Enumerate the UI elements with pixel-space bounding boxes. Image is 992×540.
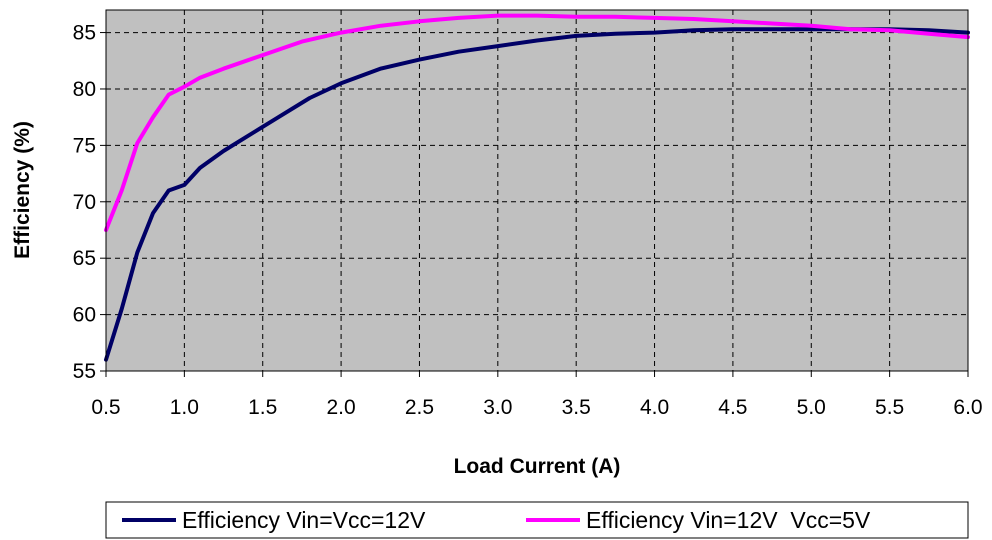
x-tick-label: 4.0 [640, 396, 669, 419]
legend-label-series-2: Efficiency Vin=12V Vcc=5V [586, 507, 871, 533]
y-tick-label: 65 [73, 247, 96, 270]
y-tick-label: 85 [73, 22, 96, 45]
series-line-2 [104, 13, 970, 232]
x-tick-label: 1.0 [170, 396, 199, 419]
y-tick-label: 55 [73, 360, 96, 383]
y-tick-label: 80 [73, 78, 96, 101]
x-tick-label: 5.0 [797, 396, 826, 419]
x-tick-label: 2.5 [405, 396, 434, 419]
x-axis-title: Load Current (A) [454, 455, 621, 478]
legend: Efficiency Vin=Vcc=12V Efficiency Vin=12… [105, 501, 969, 539]
series-line-1 [104, 27, 970, 362]
x-tick-label: 0.5 [91, 396, 120, 419]
plot-area [105, 9, 969, 372]
legend-label-series-1: Efficiency Vin=Vcc=12V [182, 507, 426, 533]
x-tick-label: 2.0 [326, 396, 355, 419]
x-tick-label: 3.0 [483, 396, 512, 419]
x-tick-label: 1.5 [248, 396, 277, 419]
axes [100, 32, 969, 377]
series-lines [104, 13, 970, 362]
y-axis-title: Efficiency (%) [11, 121, 34, 259]
x-tick-label: 4.5 [718, 396, 747, 419]
y-tick-label: 75 [73, 134, 96, 157]
y-tick-label: 70 [73, 191, 96, 214]
x-tick-label: 3.5 [562, 396, 591, 419]
y-tick-label: 60 [73, 304, 96, 327]
x-tick-label: 6.0 [953, 396, 982, 419]
grid-lines [106, 10, 968, 371]
plot-border [105, 9, 969, 372]
tick-labels: 55 60 65 70 75 80 85 0.5 1.0 1.5 2.0 2.5 3.0 3.5 4.0 4.… [73, 22, 983, 419]
x-tick-label: 5.5 [875, 396, 904, 419]
